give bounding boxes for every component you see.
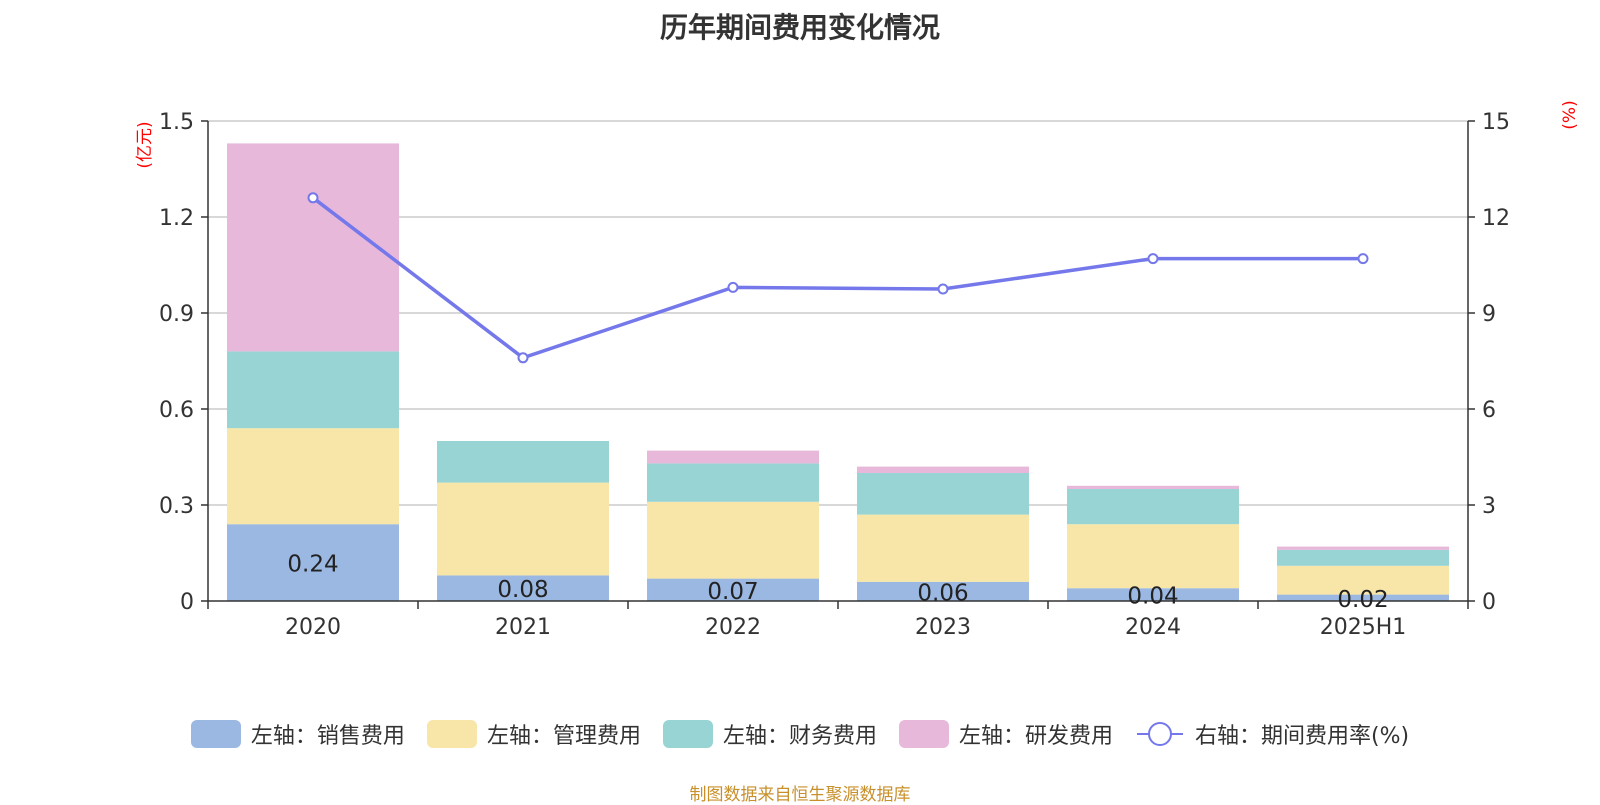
right-tick-label: 15	[1482, 110, 1510, 135]
legend-item[interactable]: 左轴：研发费用	[898, 718, 1113, 750]
legend-label: 左轴：研发费用	[958, 724, 1113, 749]
bar-segment	[1277, 546, 1449, 550]
bar-segment	[857, 466, 1029, 473]
source-note: 制图数据来自恒生聚源数据库	[689, 785, 911, 805]
legend-swatch	[662, 720, 713, 748]
bar-segment	[437, 441, 609, 483]
rate-point	[517, 352, 529, 364]
legend-item[interactable]: 左轴：管理费用	[426, 718, 641, 750]
bar-segment	[227, 351, 399, 429]
bar-segment	[227, 143, 399, 352]
right-tick-label: 6	[1482, 398, 1496, 423]
legend-label: 左轴：财务费用	[722, 724, 877, 749]
bar-segment	[227, 524, 399, 601]
right-axis-unit: (%)	[1560, 100, 1580, 129]
legend-item[interactable]: 左轴：财务费用	[662, 718, 877, 750]
data-label: 0.06	[917, 580, 968, 606]
rate-point	[307, 192, 319, 204]
legend-line-marker	[1136, 722, 1183, 746]
bar-segment	[1277, 594, 1449, 601]
bar-segment	[227, 428, 399, 525]
left-tick-label: 1.5	[159, 110, 194, 135]
bar-segment	[1277, 549, 1449, 566]
x-tick-label: 2022	[705, 615, 761, 640]
right-tick-label: 0	[1482, 590, 1496, 615]
bar-segment	[437, 482, 609, 576]
legend-label: 左轴：管理费用	[486, 724, 641, 749]
x-tick-label: 2020	[285, 615, 341, 640]
bar-segment	[647, 450, 819, 464]
chart-legend: 左轴：销售费用 左轴：管理费用 左轴：财务费用 左轴：研发费用 右轴：期间费用率(%)	[0, 718, 1600, 750]
legend-swatch	[898, 720, 949, 748]
right-tick-label: 9	[1482, 302, 1496, 327]
bar-segment	[437, 575, 609, 601]
bar-segment	[1067, 524, 1239, 589]
data-label: 0.07	[707, 579, 758, 605]
data-label: 0.02	[1337, 587, 1388, 613]
bar-segment	[1067, 588, 1239, 601]
bar-segment	[857, 514, 1029, 582]
bar-segment	[857, 473, 1029, 515]
left-tick-label: 0.6	[159, 398, 194, 423]
legend-label: 右轴：期间费用率(%)	[1194, 724, 1410, 749]
legend-item[interactable]: 右轴：期间费用率(%)	[1135, 718, 1409, 750]
rate-point	[937, 283, 949, 295]
bar-segment	[647, 578, 819, 601]
bar-segment	[1067, 489, 1239, 525]
rate-point	[1357, 253, 1369, 265]
bar-segment	[1067, 485, 1239, 489]
legend-item[interactable]: 左轴：销售费用	[190, 718, 405, 750]
data-label: 0.24	[287, 552, 338, 578]
right-tick-label: 3	[1482, 494, 1496, 519]
bar-segment	[857, 581, 1029, 601]
right-tick-label: 12	[1482, 206, 1510, 231]
chart-title: 历年期间费用变化情况	[659, 11, 940, 44]
left-axis-unit: (亿元)	[135, 121, 155, 168]
x-tick-label: 2021	[495, 615, 551, 640]
data-label: 0.08	[497, 577, 548, 603]
bar-segment	[1277, 565, 1449, 595]
legend-swatch	[426, 720, 477, 748]
legend-swatch	[190, 720, 241, 748]
data-label: 0.04	[1127, 584, 1178, 610]
rate-point	[727, 281, 739, 293]
rate-line	[311, 196, 1363, 360]
left-tick-label: 1.2	[159, 206, 194, 231]
bar-segment	[647, 501, 819, 579]
left-tick-label: 0.9	[159, 302, 194, 327]
x-tick-label: 2024	[1125, 615, 1181, 640]
left-tick-label: 0.3	[159, 494, 194, 519]
legend-label: 左轴：销售费用	[250, 724, 405, 749]
bar-segment	[647, 463, 819, 502]
x-tick-label: 2023	[915, 615, 971, 640]
left-tick-label: 0	[180, 590, 194, 615]
rate-point	[1147, 253, 1159, 265]
x-tick-label: 2025H1	[1320, 615, 1407, 640]
